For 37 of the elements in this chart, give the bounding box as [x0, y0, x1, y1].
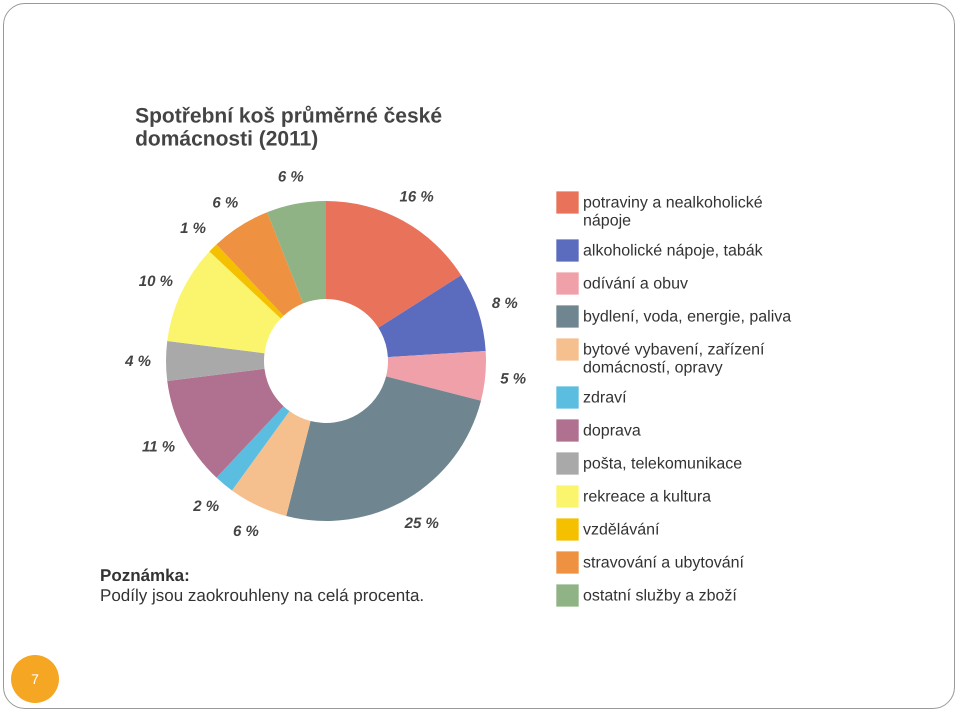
text: 7	[11, 655, 59, 703]
legend-label: bytové vybavení, zařízení domácností, opravy	[583, 342, 765, 376]
legend-label: odívání a obuv	[583, 276, 688, 292]
donut-slice	[232, 411, 311, 516]
donut-slice	[378, 275, 486, 358]
donut-slice	[166, 340, 264, 382]
data-label: 6 %	[212, 194, 238, 212]
legend-label: ostatní služby a zboží	[583, 588, 738, 604]
legend-label: alkoholické nápoje, tabák	[583, 242, 764, 260]
legend-label: doprava	[583, 422, 641, 440]
data-label: 4 %	[124, 353, 151, 370]
data-label: 1 %	[180, 220, 206, 238]
legend-label: stravování a ubytování	[583, 554, 745, 572]
donut-slice	[267, 201, 326, 304]
data-label: 5 %	[500, 370, 526, 388]
chart-title: Spotřební koš průměrné české domácnosti (2011)	[135, 104, 442, 150]
legend-label: vzdělávání	[583, 522, 660, 538]
data-label: 16 %	[399, 188, 434, 206]
donut-slice	[216, 406, 290, 490]
data-label: 11 %	[142, 438, 176, 456]
data-label: 10 %	[138, 272, 173, 290]
data-label: 6 %	[233, 523, 259, 540]
legend-label: pošta, telekomunikace	[583, 456, 742, 472]
donut-slice	[216, 212, 304, 316]
legend-label: zdraví	[583, 390, 628, 406]
text: Poznámka:	[100, 566, 191, 586]
data-label: 6 %	[278, 168, 304, 186]
text: Podíly jsou zaokrouhleny na celá procenta.	[100, 586, 424, 606]
legend-label: bydlení, voda, energie, paliva	[583, 308, 792, 326]
donut-slice	[386, 350, 486, 401]
donut-slice	[209, 244, 284, 319]
donut-slice	[326, 201, 462, 328]
data-label: 25 %	[404, 514, 439, 532]
data-label: 8 %	[492, 294, 518, 312]
legend-label: potraviny a nealkoholické nápoje	[583, 194, 763, 230]
data-label: 2 %	[192, 498, 220, 515]
legend-label: rekreace a kultura	[583, 488, 712, 506]
